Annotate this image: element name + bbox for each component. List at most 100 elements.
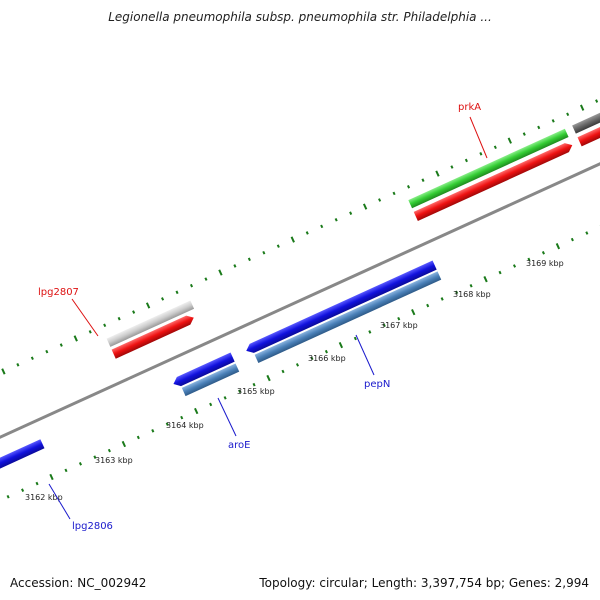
reverse-tick-mark: [411, 308, 416, 316]
reverse-tick-mark: [209, 402, 213, 407]
forward-tick-mark: [479, 152, 483, 156]
forward-tick-mark: [45, 349, 49, 354]
forward-tick-mark: [579, 104, 585, 111]
forward-tick-mark: [218, 269, 223, 276]
forward-tick-mark: [103, 323, 107, 328]
topology-stats-text: Topology: circular; Length: 3,397,754 bp…: [259, 576, 589, 590]
forward-tick-mark: [59, 343, 63, 347]
gene-label-prkA[interactable]: prkA: [458, 102, 481, 113]
tick-label: 3167 kbp: [380, 321, 418, 330]
forward-tick-mark: [262, 250, 266, 255]
cds-forward-next[interactable]: [577, 112, 600, 147]
cog-feature-aroE[interactable]: [181, 363, 240, 397]
reverse-tick-mark: [469, 283, 473, 288]
reverse-tick-mark: [483, 276, 488, 283]
gene-label-pepN[interactable]: pepN: [364, 379, 390, 390]
cog-feature-dark[interactable]: [572, 100, 600, 134]
forward-tick-mark: [522, 132, 526, 136]
forward-tick-mark: [362, 203, 368, 210]
cog-feature-green[interactable]: [408, 128, 569, 209]
tick-label: 3165 kbp: [237, 387, 275, 396]
reverse-tick-mark: [238, 389, 242, 394]
forward-tick-mark: [551, 119, 555, 123]
map-title: Legionella pneumophila subsp. pneumophil…: [108, 10, 492, 24]
leader-line-lpg2807: [71, 298, 99, 337]
gene-label-lpg2807[interactable]: lpg2807: [38, 287, 79, 298]
reverse-tick-mark: [527, 257, 531, 262]
cds-forward-prkA[interactable]: [413, 141, 575, 222]
reverse-tick-mark: [498, 270, 502, 275]
forward-tick-mark: [175, 290, 179, 295]
forward-tick-mark: [305, 231, 309, 235]
reverse-tick-mark: [165, 422, 169, 427]
reverse-tick-mark: [21, 488, 25, 492]
reverse-tick-mark: [338, 341, 344, 349]
reverse-tick-mark: [570, 237, 574, 242]
forward-tick-mark: [464, 158, 468, 163]
reverse-tick-mark: [35, 481, 39, 486]
reverse-tick-mark: [585, 231, 589, 235]
leader-line-lpg2806: [48, 483, 71, 520]
tick-label: 3163 kbp: [95, 456, 133, 465]
forward-tick-mark: [1, 368, 6, 375]
forward-tick-mark: [334, 217, 338, 222]
gene-label-aroE[interactable]: aroE: [228, 440, 250, 451]
forward-tick-mark: [88, 330, 92, 334]
forward-tick-mark: [450, 165, 454, 169]
accession-text: Accession: NC_002942: [10, 576, 147, 590]
reverse-tick-mark: [6, 494, 10, 499]
forward-tick-mark: [378, 198, 382, 202]
forward-tick-mark: [507, 137, 512, 144]
forward-tick-mark: [117, 316, 121, 321]
tick-label: 3164 kbp: [166, 421, 204, 430]
tick-label: 3162 kbp: [25, 493, 63, 502]
cds-reverse-lpg2806[interactable]: [0, 439, 45, 484]
forward-tick-mark: [204, 277, 208, 281]
reverse-tick-mark: [397, 316, 401, 321]
tick-label: 3168 kbp: [453, 290, 491, 299]
forward-tick-mark: [595, 99, 599, 103]
tick-label: 3169 kbp: [526, 259, 564, 268]
leader-line-aroE: [217, 397, 237, 437]
reverse-tick-mark: [180, 415, 184, 420]
forward-tick-mark: [406, 185, 411, 189]
forward-tick-row: [1, 99, 599, 375]
cds-reverse-pepN[interactable]: [244, 260, 437, 355]
cog-feature-pepN[interactable]: [254, 271, 442, 363]
forward-tick-mark: [16, 363, 20, 367]
forward-tick-mark: [349, 211, 353, 215]
cds-reverse-aroE[interactable]: [171, 352, 235, 389]
reverse-tick-mark: [136, 435, 140, 440]
reverse-tick-mark: [324, 349, 328, 354]
reverse-tick-mark: [49, 473, 54, 481]
reverse-tick-mark: [555, 243, 561, 250]
leader-line-prkA: [469, 116, 488, 159]
reverse-tick-mark: [78, 462, 82, 466]
reverse-tick-mark: [266, 374, 271, 382]
reverse-tick-mark: [295, 363, 300, 367]
forward-tick-mark: [493, 145, 497, 150]
forward-tick-mark: [421, 178, 425, 182]
forward-tick-mark: [73, 335, 78, 342]
forward-tick-mark: [30, 356, 34, 361]
reverse-tick-mark: [541, 251, 545, 255]
reverse-tick-mark: [252, 382, 256, 387]
reverse-tick-mark: [151, 429, 155, 433]
reverse-tick-mark: [440, 297, 444, 301]
reverse-tick-mark: [368, 330, 372, 334]
forward-tick-mark: [145, 302, 151, 309]
forward-tick-mark: [392, 191, 396, 196]
cds-forward-lpg2807[interactable]: [111, 313, 196, 359]
gene-label-lpg2806[interactable]: lpg2806: [72, 521, 113, 532]
forward-tick-mark: [320, 224, 324, 229]
reverse-tick-mark: [353, 336, 357, 341]
leader-line-pepN: [355, 334, 375, 376]
reverse-tick-mark: [310, 356, 314, 361]
reverse-tick-mark: [93, 455, 97, 459]
reverse-tick-mark: [455, 290, 459, 295]
cog-feature-gray[interactable]: [106, 300, 195, 347]
reverse-tick-mark: [64, 468, 68, 473]
forward-tick-mark: [132, 310, 136, 314]
genome-backbone: [0, 141, 600, 460]
